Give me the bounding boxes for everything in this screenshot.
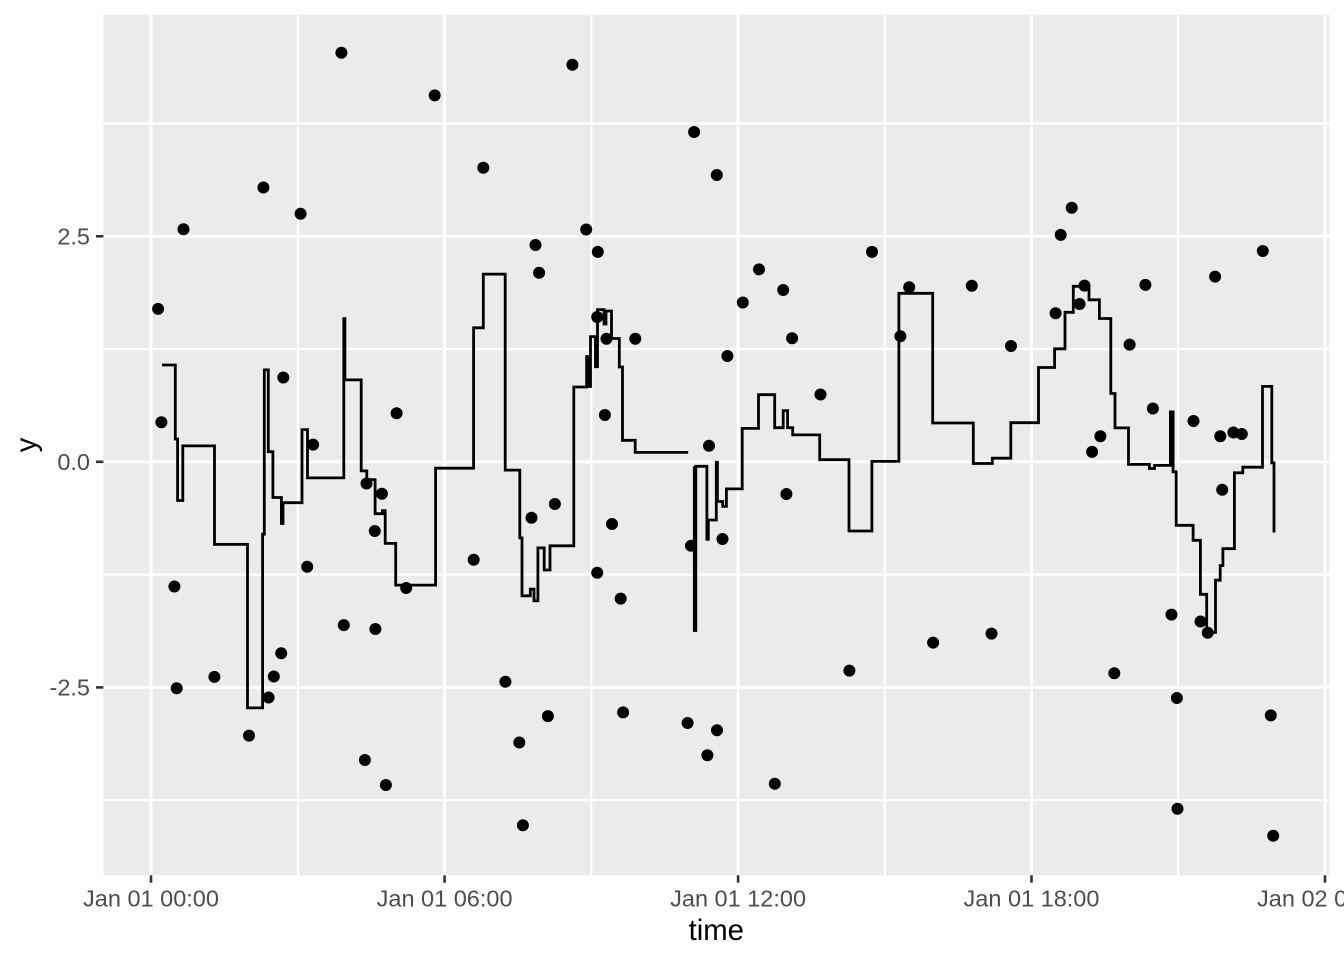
svg-text:Jan 01 06:00: Jan 01 06:00 [377, 885, 513, 911]
svg-text:-2.5: -2.5 [50, 675, 91, 701]
svg-text:0.0: 0.0 [57, 449, 90, 475]
svg-text:2.5: 2.5 [57, 224, 90, 250]
svg-text:Jan 02 00:00: Jan 02 00:00 [1257, 885, 1344, 911]
svg-text:time: time [689, 914, 744, 947]
svg-text:Jan 01 12:00: Jan 01 12:00 [670, 885, 806, 911]
svg-text:y: y [10, 437, 43, 452]
svg-text:Jan 01 18:00: Jan 01 18:00 [964, 885, 1100, 911]
svg-text:Jan 01 00:00: Jan 01 00:00 [83, 885, 219, 911]
